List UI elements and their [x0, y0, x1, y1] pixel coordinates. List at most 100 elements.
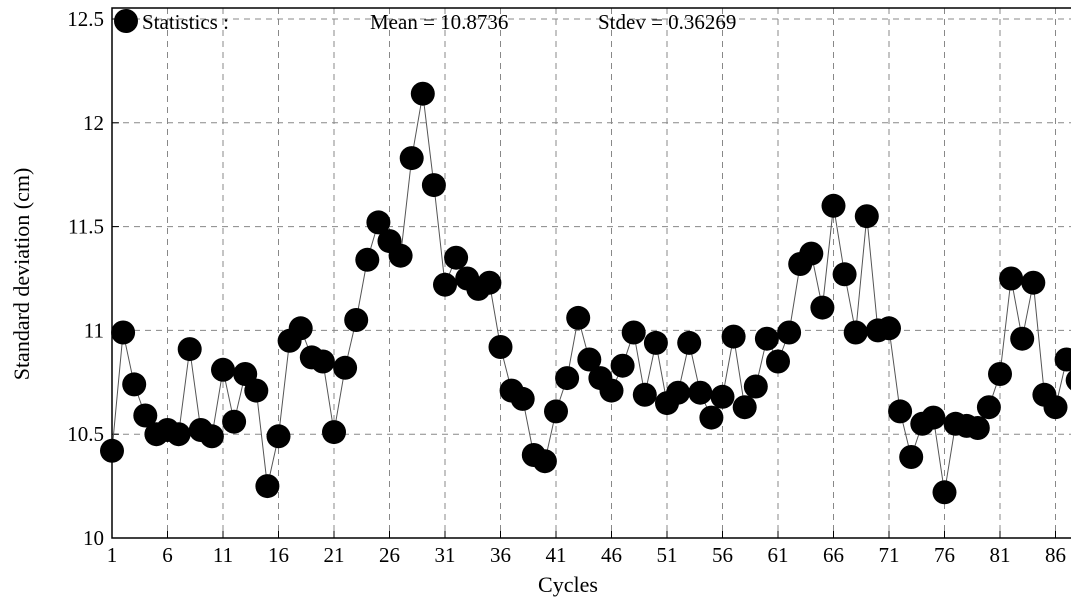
data-point: [288, 316, 313, 341]
x-tick-label: 6: [162, 543, 173, 567]
data-point: [1065, 370, 1071, 391]
y-tick-label: 11: [84, 318, 104, 342]
data-point: [666, 380, 691, 405]
data-point: [555, 366, 580, 391]
x-tick-label: 11: [213, 543, 233, 567]
x-tick-label: 61: [768, 543, 789, 567]
y-tick-label: 11.5: [68, 215, 104, 239]
data-series: [100, 81, 1071, 505]
data-point: [255, 474, 280, 499]
data-point: [1054, 347, 1071, 372]
data-point: [388, 243, 413, 268]
data-point: [999, 266, 1024, 291]
data-point: [965, 416, 990, 440]
y-tick-label: 12: [83, 111, 104, 135]
y-axis-ticks: 10 10.5 11 11.5 12 12.5: [67, 7, 119, 550]
y-tick-label: 10: [83, 526, 104, 550]
data-point: [976, 395, 1001, 420]
data-point: [699, 405, 724, 430]
x-axis-ticks: 1 6 11 16 21 26 31 36 41 46 51 56 61 66 71 76 81 86: [107, 531, 1066, 567]
data-point: [410, 81, 435, 106]
x-tick-label: 66: [823, 543, 844, 567]
x-tick-label: 26: [379, 543, 400, 567]
legend-mean: Mean = 10.8736: [370, 10, 508, 34]
data-point: [932, 480, 957, 505]
data-point: [832, 262, 857, 287]
data-point: [877, 316, 901, 341]
data-point: [766, 349, 790, 374]
data-point: [777, 320, 802, 345]
data-point: [1043, 395, 1068, 420]
x-tick-label: 21: [324, 543, 345, 567]
data-point: [421, 173, 446, 198]
data-point: [510, 386, 535, 411]
legend: Statistics : Mean = 10.8736 Stdev = 0.36…: [114, 9, 736, 34]
data-point: [821, 193, 846, 218]
legend-label: Statistics :: [142, 10, 229, 34]
data-point: [333, 355, 358, 380]
x-axis-label: Cycles: [538, 572, 598, 597]
data-point: [710, 384, 735, 409]
data-point: [477, 270, 502, 295]
data-point: [366, 210, 391, 235]
x-tick-label: 46: [601, 543, 622, 567]
data-point: [888, 399, 913, 424]
x-tick-label: 76: [934, 543, 955, 567]
legend-marker-icon: [114, 9, 138, 33]
data-point: [643, 330, 668, 355]
grid: [112, 8, 1071, 538]
x-tick-label: 41: [546, 543, 567, 567]
data-point: [544, 399, 568, 424]
data-point: [799, 241, 824, 266]
data-point: [621, 320, 646, 345]
data-point: [599, 378, 624, 403]
data-point: [632, 382, 657, 407]
x-tick-label: 81: [990, 543, 1011, 567]
data-point: [488, 335, 513, 359]
data-point: [677, 330, 702, 355]
legend-stdev: Stdev = 0.36269: [598, 10, 736, 34]
x-tick-label: 71: [879, 543, 900, 567]
data-point: [111, 320, 136, 345]
data-point: [566, 305, 591, 330]
x-tick-label: 31: [435, 543, 456, 567]
data-point: [688, 380, 713, 405]
data-point: [444, 245, 469, 270]
data-point: [721, 324, 746, 349]
data-point: [899, 445, 924, 469]
data-point: [1010, 326, 1035, 351]
x-tick-label: 51: [657, 543, 678, 567]
data-point: [133, 403, 158, 428]
data-point: [810, 295, 835, 320]
y-axis-label: Standard deviation (cm): [9, 168, 34, 381]
data-point: [310, 349, 335, 374]
data-point: [355, 247, 380, 272]
data-point: [532, 449, 557, 474]
data-point: [610, 353, 635, 378]
x-tick-label: 56: [712, 543, 733, 567]
data-point: [921, 405, 946, 430]
x-tick-label: 36: [490, 543, 511, 567]
data-point: [344, 308, 369, 332]
data-point: [266, 424, 291, 449]
data-point: [211, 357, 235, 382]
data-point: [854, 204, 879, 229]
data-point: [577, 347, 602, 372]
y-tick-label: 12.5: [67, 7, 104, 31]
data-point: [843, 320, 868, 345]
data-point: [732, 395, 757, 420]
data-point: [433, 272, 457, 297]
data-point: [988, 362, 1012, 386]
data-point: [244, 378, 269, 403]
data-point: [166, 422, 191, 447]
y-tick-label: 10.5: [67, 422, 104, 446]
data-point: [743, 374, 768, 399]
data-point: [122, 372, 147, 397]
data-point: [1021, 270, 1046, 295]
data-point: [222, 409, 247, 434]
x-tick-label: 16: [268, 543, 289, 567]
x-tick-label: 1: [107, 543, 118, 567]
data-point: [399, 146, 424, 171]
data-point: [177, 337, 202, 362]
